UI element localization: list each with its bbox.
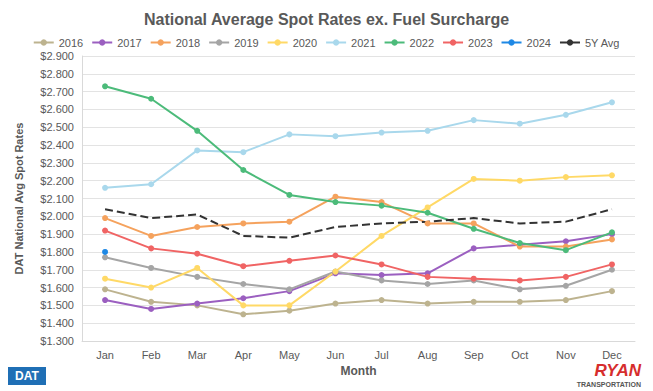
- svg-text:Apr: Apr: [235, 349, 252, 361]
- svg-text:$1.400: $1.400: [40, 317, 74, 329]
- svg-text:$2.700: $2.700: [40, 86, 74, 98]
- svg-text:Nov: Nov: [556, 349, 576, 361]
- svg-text:$1.500: $1.500: [40, 299, 74, 311]
- svg-text:$2.900: $2.900: [40, 50, 74, 62]
- svg-text:$1.600: $1.600: [40, 282, 74, 294]
- svg-text:Jan: Jan: [96, 349, 114, 361]
- svg-text:Mar: Mar: [188, 349, 207, 361]
- svg-text:2019: 2019: [234, 37, 258, 49]
- svg-text:5Y Avg: 5Y Avg: [585, 37, 619, 49]
- svg-text:DAT National Avg Spot Rates: DAT National Avg Spot Rates: [13, 123, 25, 275]
- svg-text:Jul: Jul: [375, 349, 389, 361]
- svg-text:2024: 2024: [527, 37, 551, 49]
- svg-text:$2.000: $2.000: [40, 210, 74, 222]
- svg-text:$1.700: $1.700: [40, 264, 74, 276]
- svg-text:RYAN: RYAN: [594, 361, 641, 380]
- svg-text:$1.900: $1.900: [40, 228, 74, 240]
- svg-text:Oct: Oct: [511, 349, 528, 361]
- svg-text:2021: 2021: [351, 37, 375, 49]
- svg-text:2017: 2017: [117, 37, 141, 49]
- svg-text:$2.200: $2.200: [40, 175, 74, 187]
- svg-text:$2.800: $2.800: [40, 68, 74, 80]
- svg-text:$2.100: $2.100: [40, 193, 74, 205]
- svg-text:2023: 2023: [468, 37, 492, 49]
- svg-text:$2.500: $2.500: [40, 121, 74, 133]
- svg-text:DAT: DAT: [15, 369, 39, 383]
- svg-text:2016: 2016: [59, 37, 83, 49]
- svg-text:2018: 2018: [176, 37, 200, 49]
- svg-text:$1.300: $1.300: [40, 335, 74, 347]
- svg-text:$2.600: $2.600: [40, 103, 74, 115]
- svg-text:$1.800: $1.800: [40, 246, 74, 258]
- svg-text:May: May: [279, 349, 300, 361]
- svg-text:Month: Month: [341, 364, 377, 378]
- svg-text:TRANSPORTATION: TRANSPORTATION: [577, 381, 641, 388]
- svg-text:Sep: Sep: [464, 349, 484, 361]
- svg-text:Jun: Jun: [327, 349, 345, 361]
- svg-text:$2.300: $2.300: [40, 157, 74, 169]
- svg-text:$2.400: $2.400: [40, 139, 74, 151]
- svg-text:Aug: Aug: [418, 349, 438, 361]
- svg-text:National Average Spot Rates ex: National Average Spot Rates ex. Fuel Sur…: [144, 11, 509, 28]
- svg-text:2022: 2022: [410, 37, 434, 49]
- svg-text:2020: 2020: [293, 37, 317, 49]
- svg-text:Dec: Dec: [602, 349, 622, 361]
- svg-text:Feb: Feb: [142, 349, 161, 361]
